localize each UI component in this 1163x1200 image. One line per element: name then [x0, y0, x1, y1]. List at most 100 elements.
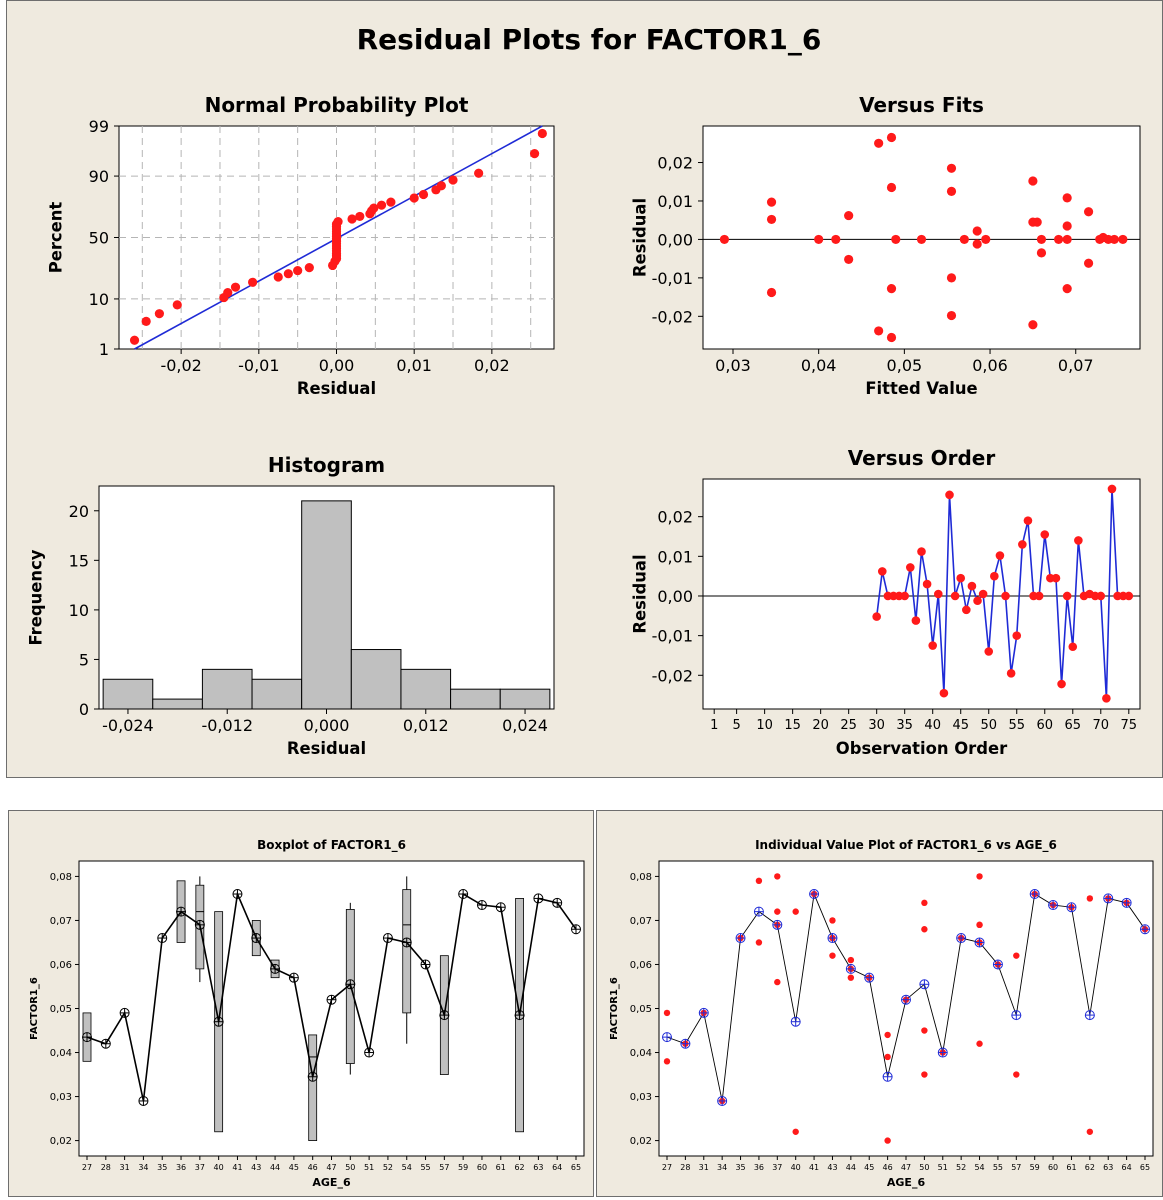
- normal-probability-plot: Normal Probability Plot Residual Percent -0…: [46, 93, 555, 398]
- data-point: [939, 688, 949, 698]
- y-tick-label: 0,02: [630, 1136, 652, 1147]
- data-point: [872, 612, 881, 621]
- y-tick-label: 0,00: [657, 587, 693, 606]
- chart-title: Versus Fits: [859, 93, 984, 117]
- data-point: [1051, 573, 1061, 583]
- y-tick-label: 20: [69, 502, 89, 521]
- x-axis-label: AGE_6: [312, 1176, 351, 1189]
- y-tick-label: -0,02: [652, 307, 693, 326]
- data-point: [829, 917, 836, 924]
- x-tick-label: 0,01: [396, 356, 432, 375]
- x-tick-label: 0,04: [801, 356, 837, 375]
- histogram-bar: [350, 649, 402, 710]
- boxplot-panel: Boxplot of FACTOR1_6 AGE_6 FACTOR1_6 27 28 31…: [8, 810, 594, 1197]
- data-point: [921, 899, 928, 907]
- data-point: [1062, 591, 1072, 601]
- data-point: [922, 579, 932, 589]
- data-point: [293, 265, 303, 276]
- histogram-bar: [152, 698, 203, 710]
- boxplot-chart: Boxplot of FACTOR1_6 AGE_6 FACTOR1_6 27 28 31…: [29, 838, 585, 1189]
- x-tick-label: 0,012: [403, 716, 449, 735]
- data-point: [537, 128, 547, 139]
- x-tick-label: 20: [812, 718, 829, 733]
- data-point: [1001, 591, 1010, 601]
- y-axis-label: Percent: [46, 202, 65, 274]
- versus-fits-plot: Versus Fits Fitted Value Residual 0,03 0,04 0…: [630, 93, 1141, 398]
- y-axis-label: FACTOR1_6: [609, 977, 620, 1040]
- x-tick-label: 61: [496, 1163, 506, 1172]
- x-tick-label: 63: [1103, 1163, 1113, 1172]
- x-tick-label: 43: [827, 1163, 837, 1172]
- data-point: [304, 262, 314, 273]
- x-tick-label: 62: [1085, 1163, 1095, 1172]
- y-tick-label: 99: [89, 117, 109, 136]
- data-point: [1083, 207, 1094, 217]
- x-axis-label: AGE_6: [887, 1176, 926, 1189]
- x-tick-label: 10: [756, 718, 773, 733]
- x-tick-label: 36: [754, 1163, 764, 1172]
- x-tick-label: 37: [772, 1163, 782, 1172]
- x-tick-label: 51: [364, 1163, 374, 1172]
- y-tick-label: 0,05: [630, 1004, 652, 1015]
- data-point: [1006, 669, 1016, 678]
- histogram-bar: [450, 688, 501, 710]
- data-point: [844, 254, 854, 265]
- data-point: [1086, 1128, 1094, 1135]
- data-point: [774, 978, 781, 986]
- data-point: [990, 571, 999, 581]
- x-tick-label: 41: [232, 1163, 242, 1172]
- x-tick-label: 0,07: [1058, 356, 1094, 375]
- data-point: [884, 1031, 891, 1039]
- y-tick-label: 0,03: [630, 1092, 652, 1103]
- data-point: [1028, 320, 1038, 330]
- data-point: [223, 288, 233, 298]
- x-tick-label: 50: [919, 1163, 929, 1172]
- x-tick-label: 55: [420, 1163, 430, 1172]
- y-axis-label: Residual: [630, 198, 649, 277]
- y-tick-label: -0,01: [652, 269, 693, 288]
- y-axis-label: FACTOR1_6: [29, 977, 40, 1040]
- data-point: [1018, 540, 1027, 549]
- histogram-bar: [400, 668, 452, 710]
- x-tick-label: 5: [732, 718, 740, 733]
- data-point: [1068, 642, 1078, 652]
- x-tick-label: -0,02: [160, 356, 201, 375]
- data-point: [1036, 248, 1047, 258]
- data-point: [921, 1027, 928, 1034]
- data-point: [972, 226, 982, 236]
- x-tick-label: 31: [120, 1163, 130, 1172]
- x-tick-label: 0,06: [972, 356, 1008, 375]
- data-point: [1057, 679, 1066, 689]
- data-point: [774, 873, 781, 880]
- data-point: [1036, 234, 1047, 245]
- x-axis-label: Residual: [287, 739, 366, 758]
- data-point: [973, 596, 982, 606]
- data-point: [766, 197, 777, 207]
- x-tick-label: 41: [809, 1163, 819, 1172]
- x-tick-label: 54: [402, 1163, 412, 1172]
- data-point: [386, 197, 396, 207]
- data-point: [273, 272, 283, 282]
- histogram-bar: [102, 678, 154, 710]
- histogram-bar: [251, 678, 303, 710]
- x-tick-label: 62: [514, 1163, 524, 1172]
- data-point: [1062, 221, 1072, 231]
- individual-value-chart: Individual Value Plot of FACTOR1_6 vs AG…: [609, 838, 1154, 1189]
- data-point: [355, 211, 365, 222]
- data-point: [946, 273, 957, 283]
- x-tick-label: 70: [1093, 718, 1110, 733]
- y-tick-label: 0,07: [50, 916, 72, 927]
- data-point: [141, 316, 151, 327]
- data-point: [1074, 536, 1083, 545]
- data-point: [409, 193, 419, 203]
- x-tick-label: 27: [82, 1163, 92, 1172]
- data-point: [877, 567, 887, 576]
- x-tick-label: 37: [195, 1163, 205, 1172]
- data-point: [917, 547, 926, 556]
- x-tick-label: 30: [868, 718, 885, 733]
- x-tick-label: 52: [956, 1163, 966, 1172]
- x-tick-label: 65: [1140, 1163, 1150, 1172]
- x-tick-label: 34: [717, 1163, 727, 1172]
- page-title: Residual Plots for FACTOR1_6: [357, 23, 822, 56]
- x-tick-label: 44: [846, 1163, 856, 1172]
